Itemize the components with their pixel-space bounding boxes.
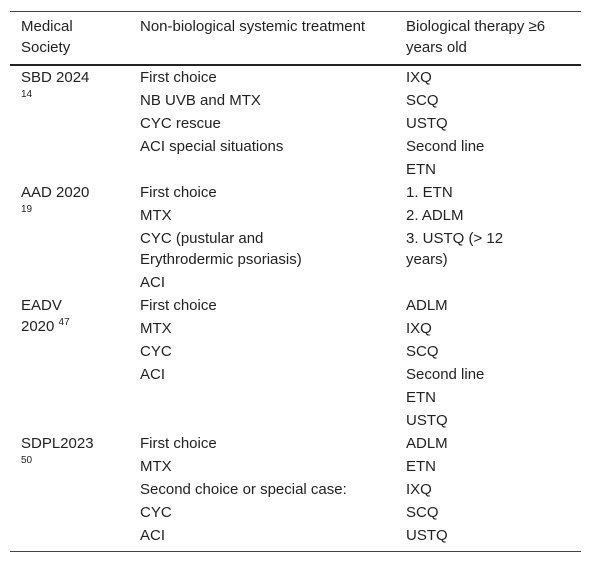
- header-cell: Biological therapy ≥6 years old: [406, 11, 581, 66]
- society-cell: SDPL2023 50: [10, 432, 140, 552]
- biological-list: IXQ SCQ USTQ Second line ETN: [406, 66, 566, 181]
- cell-item: USTQ: [406, 412, 448, 429]
- cell-item: CYC: [140, 504, 172, 521]
- biological-list: 1. ETN 2. ADLM 3. USTQ (> 12 years): [406, 181, 566, 271]
- table: Medical Society Non-biological systemic …: [10, 11, 581, 552]
- cell-item: Second choice or special case:: [140, 481, 347, 498]
- header-text: Medical Society: [21, 18, 73, 56]
- cell-item: 2. ADLM: [406, 207, 464, 224]
- cell-item: CYC (pustular and Erythrodermic psoriasis…: [140, 227, 406, 271]
- cell-item: IXQ: [406, 481, 432, 498]
- cell-line: Erythrodermic psoriasis): [140, 251, 302, 268]
- non-biological-cell: First choice MTX Second choice or special …: [140, 432, 406, 552]
- non-biological-cell: First choice MTX CYC (pustular and Erythrod…: [140, 181, 406, 294]
- society-cell: EADV 2020 47: [10, 294, 140, 432]
- cell-item: IXQ: [406, 69, 432, 86]
- society-name: SDPL2023: [21, 435, 94, 452]
- cell-item: First choice: [140, 69, 217, 86]
- biological-cell: 1. ETN 2. ADLM 3. USTQ (> 12 years): [406, 181, 581, 294]
- cell-item: ETN: [406, 458, 436, 475]
- group-row: SBD 2024 14 First choice NB UVB and MTX CYC…: [10, 65, 581, 181]
- reference: 19: [21, 204, 33, 215]
- table-body: SBD 2024 14 First choice NB UVB and MTX CYC…: [10, 65, 581, 552]
- cell-item: MTX: [140, 458, 172, 475]
- cell-item: USTQ: [406, 115, 448, 132]
- biological-list: ADLM ETN IXQ SCQ USTQ: [406, 432, 566, 547]
- cell-item: ETN: [406, 389, 436, 406]
- reference: 14: [21, 89, 33, 100]
- society: AAD 2020 19: [21, 181, 99, 225]
- cell-item: ACI: [140, 366, 166, 383]
- group-row: SDPL2023 50 First choice MTX Second choice …: [10, 432, 581, 552]
- cell-item: CYC: [140, 343, 172, 360]
- cell-item: First choice: [140, 297, 217, 314]
- non-biological-cell: First choice NB UVB and MTX CYC rescue ACI …: [140, 65, 406, 181]
- cell-item: ACI: [140, 527, 166, 544]
- society: SDPL2023 50: [21, 432, 99, 476]
- header-cell: Medical Society: [10, 11, 140, 66]
- cell-item: ADLM: [406, 435, 448, 452]
- cell-item: Second line: [406, 138, 485, 155]
- cell-item: First choice: [140, 435, 217, 452]
- cell-item: SCQ: [406, 504, 439, 521]
- society: SBD 2024 14: [21, 66, 99, 110]
- society-name: AAD 2020: [21, 184, 90, 201]
- cell-item: CYC rescue: [140, 115, 221, 132]
- cell-item: 3. USTQ (> 12 years): [406, 227, 566, 271]
- cell-item: SCQ: [406, 343, 439, 360]
- header-row: Medical Society Non-biological systemic …: [10, 11, 581, 66]
- cell-item: USTQ: [406, 527, 448, 544]
- cell-item: ADLM: [406, 297, 448, 314]
- cell-line: CYC (pustular and: [140, 230, 264, 247]
- cell-item: First choice: [140, 184, 217, 201]
- cell-line: 3. USTQ (> 12: [406, 230, 504, 247]
- reference: 47: [58, 317, 70, 328]
- biological-cell: ADLM IXQ SCQ Second line ETN USTQ: [406, 294, 581, 432]
- cell-item: 1. ETN: [406, 184, 453, 201]
- biological-cell: ADLM ETN IXQ SCQ USTQ: [406, 432, 581, 552]
- society: EADV 2020 47: [21, 294, 99, 338]
- header-text: Non-biological systemic treatment: [140, 18, 366, 35]
- cell-item: SCQ: [406, 92, 439, 109]
- cell-item: MTX: [140, 207, 172, 224]
- cell-item: NB UVB and MTX: [140, 92, 261, 109]
- reference: 50: [21, 455, 33, 466]
- society-cell: AAD 2020 19: [10, 181, 140, 294]
- cell-item: Second line: [406, 366, 485, 383]
- cell-item: ACI special situations: [140, 138, 284, 155]
- group-row: EADV 2020 47 First choice MTX CYC ACI ADLM IXQ…: [10, 294, 581, 432]
- society-cell: SBD 2024 14: [10, 65, 140, 181]
- cell-item: ETN: [406, 161, 436, 178]
- cell-line: years): [406, 251, 448, 268]
- biological-list: ADLM IXQ SCQ Second line ETN USTQ: [406, 294, 566, 432]
- header-text: Biological therapy ≥6 years old: [406, 18, 546, 56]
- biological-cell: IXQ SCQ USTQ Second line ETN: [406, 65, 581, 181]
- society-name: EADV 2020: [21, 297, 62, 335]
- non-biological-cell: First choice MTX CYC ACI: [140, 294, 406, 432]
- header-cell: Non-biological systemic treatment: [140, 11, 406, 66]
- society-name: SBD 2024: [21, 69, 90, 86]
- cell-item: IXQ: [406, 320, 432, 337]
- cell-item: ACI: [140, 274, 166, 291]
- group-row: AAD 2020 19 First choice MTX CYC (pustular …: [10, 181, 581, 294]
- cell-item: MTX: [140, 320, 172, 337]
